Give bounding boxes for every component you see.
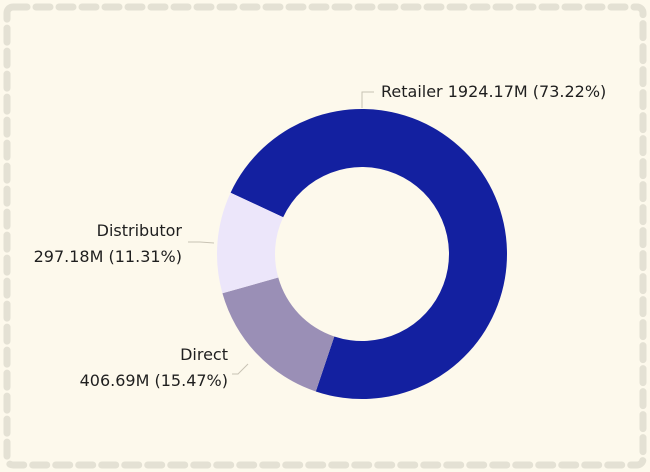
slice-value-label-distributor: 297.18M (11.31%): [34, 247, 182, 266]
leader-lines: [188, 91, 374, 375]
slice-label-direct: Direct: [180, 345, 228, 364]
slice-retailer[interactable]: [230, 108, 507, 399]
slice-value-label-direct: 406.69M (15.47%): [80, 371, 228, 390]
leader-line-retailer: [361, 91, 374, 108]
leader-line-distributor: [188, 241, 215, 244]
donut-slices: [217, 108, 507, 399]
slice-direct[interactable]: [222, 277, 335, 392]
slice-labels: Retailer 1924.17M (73.22%) Direct 406.69M …: [34, 82, 607, 390]
slice-distributor[interactable]: [217, 192, 284, 294]
slice-label-distributor: Distributor: [97, 221, 183, 240]
leader-line-direct: [232, 363, 249, 375]
slice-label-retailer: Retailer 1924.17M (73.22%): [381, 82, 606, 101]
